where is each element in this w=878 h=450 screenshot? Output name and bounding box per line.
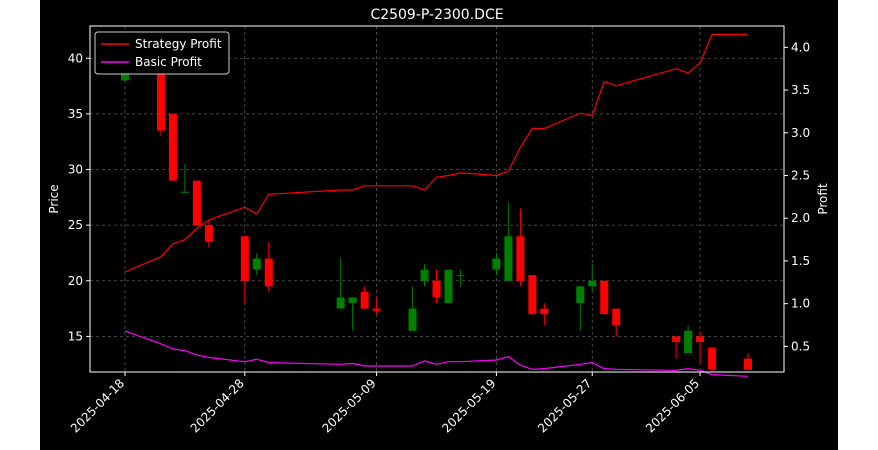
candle-body: [588, 280, 597, 287]
candle-body: [696, 336, 705, 342]
legend-label-basic-profit: Basic Profit: [135, 55, 202, 69]
y-left-tick-label: 15: [68, 329, 83, 343]
candle-body: [600, 280, 609, 315]
candle-body: [252, 258, 261, 270]
candle-body: [372, 308, 381, 311]
y-left-tick-label: 35: [68, 107, 83, 121]
candle-body: [612, 308, 621, 326]
strategy-profit-line: [124, 33, 748, 273]
candle-body: [348, 297, 357, 304]
candle-body: [432, 280, 441, 298]
y-right-tick-label: 3.5: [791, 83, 810, 97]
candle-body: [516, 236, 525, 281]
candle-body: [540, 308, 549, 315]
candle-body: [240, 236, 249, 281]
candle-body: [576, 286, 585, 304]
candle-body: [504, 236, 513, 281]
candle-body: [672, 336, 681, 342]
y-right-tick-label: 0.5: [791, 339, 810, 353]
candle-body: [336, 297, 345, 309]
legend-box: [94, 31, 230, 75]
y-left-tick-label: 25: [68, 218, 83, 232]
y-left-tick-label: 20: [68, 274, 83, 288]
legend-label-strategy-profit: Strategy Profit: [135, 37, 222, 51]
candle-body: [192, 180, 201, 226]
candle-body: [408, 308, 417, 331]
candle-body: [180, 191, 189, 193]
candle-body: [744, 358, 752, 370]
candle-body: [684, 330, 693, 354]
profit-lines: [124, 33, 749, 377]
y-right-tick-label: 1.0: [791, 297, 810, 311]
candle-body: [444, 269, 453, 304]
candle-body: [168, 113, 177, 181]
candle-body: [420, 269, 429, 281]
candle-body: [156, 41, 165, 131]
legend: Strategy Profit Basic Profit: [94, 31, 230, 75]
candle-body: [528, 275, 537, 315]
y-axis-right-label: Profit: [816, 183, 830, 215]
candle-body: [492, 258, 501, 270]
candle-body: [456, 275, 465, 277]
y-right-tick-label: 4.0: [791, 40, 810, 54]
y-right-tick-label: 1.5: [791, 254, 810, 268]
basic-profit-line: [124, 330, 749, 377]
y-left-tick-label: 30: [68, 163, 83, 177]
candle-body: [708, 347, 717, 370]
y-left-tick-label: 40: [68, 51, 83, 65]
y-right-tick-label: 2.5: [791, 169, 810, 183]
y-right-tick-label: 3.0: [791, 126, 810, 140]
plot-frame: [89, 25, 785, 373]
candle-body: [360, 291, 369, 309]
candle-body: [204, 225, 213, 242]
chart-title: C2509-P-2300.DCE: [370, 7, 503, 23]
candle-body: [264, 258, 273, 287]
y-right-tick-label: 2.0: [791, 211, 810, 225]
y-axis-left-label: Price: [47, 184, 61, 213]
